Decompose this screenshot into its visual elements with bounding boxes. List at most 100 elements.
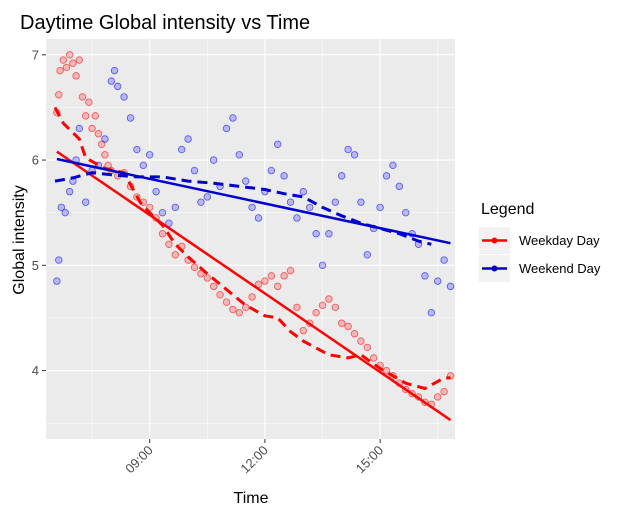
weekend-point [306,203,314,212]
weekday-point [69,59,77,67]
weekend-point [158,208,167,217]
weekend-point [107,77,115,85]
weekend-point [113,82,122,91]
weekend-point [53,277,61,285]
weekday-point [363,343,372,352]
x-tick-label: 09:00 [122,443,156,477]
weekend-point [248,203,256,212]
weekday-point [94,130,103,138]
weekend-point [274,140,282,148]
weekend-point [139,161,147,170]
x-axis-title: Time [234,490,269,507]
weekday-point [197,270,205,278]
weekday-point [241,303,250,312]
weekday-point [55,91,63,99]
weekday-point [56,66,64,75]
weekend-point [57,203,66,212]
weekend-point [382,172,391,180]
weekend-point [229,114,237,122]
weekend-point [241,177,250,185]
y-axis-title: Global intensity [11,185,28,294]
weekend-point [402,208,410,217]
weekday-point [229,305,237,314]
weekend-point [434,277,442,285]
weekend-point [171,203,179,212]
weekday-point [216,291,224,299]
weekend-trend-curve [54,171,432,246]
weekend-point [254,214,263,222]
weekend-point [152,187,160,196]
weekday-point [338,319,346,327]
x-axis: 09:00 12:00 15:00 [122,439,386,476]
weekend-point [209,156,218,164]
weekend-point [197,198,205,206]
weekend-point [293,214,301,222]
legend-point-weekday [491,237,498,244]
weekday-point [62,63,71,72]
weekday-point [209,282,218,291]
y-axis: 4 5 6 7 [32,47,46,378]
weekday-linear-fit [56,150,452,422]
y-tick-label: 6 [32,153,39,168]
weekday-point [81,112,90,120]
legend-label-weekend: Weekend Day [519,261,601,276]
weekend-point [126,114,135,122]
legend-point-weekend [491,265,498,272]
weekend-linear-fit [56,157,451,245]
weekday-point [75,56,83,64]
weekday-point [59,56,67,64]
weekday-point [171,251,179,259]
y-tick-label: 4 [32,363,39,378]
x-tick-label: 12:00 [237,443,271,477]
weekday-point [203,274,211,282]
weekend-point [222,124,231,133]
weekend-point [376,203,384,212]
weekday-point [91,112,99,120]
weekend-point [325,230,333,238]
y-tick-label: 7 [32,47,39,62]
y-tick-label: 5 [32,258,39,273]
weekday-point [299,326,308,335]
weekday-point [222,298,231,306]
legend: Legend Weekday Day Weekend Day [479,201,601,282]
weekend-point [357,198,365,206]
weekday-point [97,140,106,148]
weekend-point [235,151,243,159]
weekend-point [184,135,192,143]
weekend-point [338,172,346,180]
weekend-point [312,230,320,238]
weekday-point [235,308,243,317]
weekday-point [331,303,340,312]
weekend-point [133,145,141,154]
weekday-point [261,277,269,285]
weekend-point [395,182,404,191]
weekend-point [177,145,186,154]
weekday-point [158,230,167,238]
weekend-point [318,261,327,270]
weekend-point [101,135,109,143]
x-tick-label: 15:00 [353,443,387,477]
plot-panel [46,39,455,439]
weekday-point [440,387,448,396]
weekend-point [299,187,308,196]
weekend-point [331,198,340,206]
weekday-point [248,293,256,301]
weekday-point [325,295,333,303]
weekday-point [267,272,276,280]
weekday-point [357,337,365,345]
weekend-point [421,272,429,280]
legend-title: Legend [481,201,534,218]
weekday-point [350,330,359,338]
major-gridlines [46,39,455,439]
weekend-point [120,93,128,101]
weekday-point [254,280,263,288]
weekend-point [363,251,372,259]
weekend-point [203,193,211,201]
weekend-point [440,256,448,264]
weekend-point [55,256,63,264]
weekday-point [293,303,301,312]
weekday-point [382,366,391,375]
weekday-point [318,301,327,310]
chart-title: Daytime Global intensity vs Time [20,12,310,34]
